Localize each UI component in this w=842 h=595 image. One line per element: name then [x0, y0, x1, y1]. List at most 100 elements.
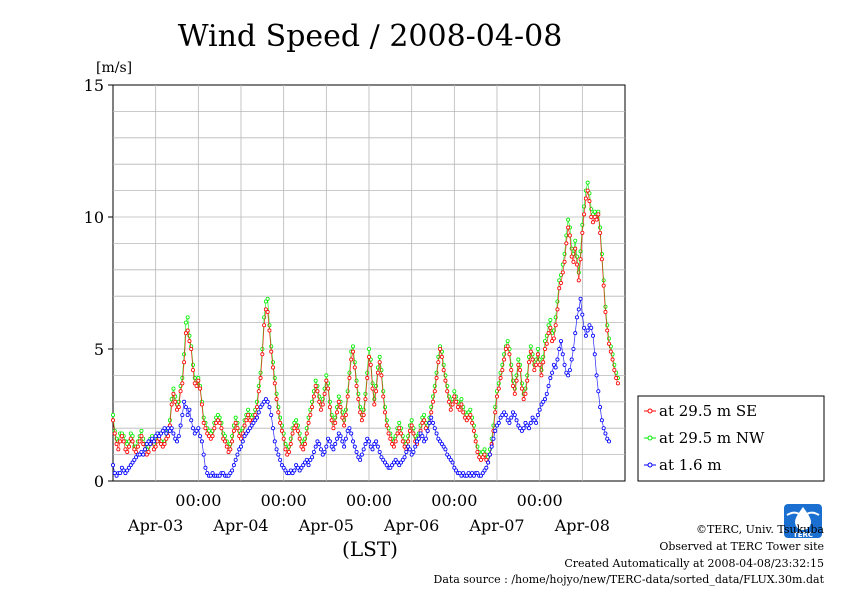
data-point — [601, 283, 606, 288]
data-point — [402, 455, 407, 460]
data-point — [134, 455, 139, 460]
data-point — [384, 423, 389, 428]
data-point — [196, 426, 201, 431]
data-point — [605, 436, 610, 441]
data-point — [358, 457, 363, 462]
data-point — [183, 320, 188, 325]
data-point — [548, 376, 553, 381]
data-point — [333, 442, 338, 447]
data-point — [567, 233, 572, 238]
data-point — [238, 436, 243, 441]
x-day-label: Apr-07 — [468, 516, 524, 535]
data-point — [276, 410, 281, 415]
data-point — [288, 442, 293, 447]
data-point — [375, 444, 380, 449]
data-point — [354, 378, 359, 383]
data-point — [182, 399, 187, 404]
data-point — [176, 405, 181, 410]
data-point — [226, 473, 231, 478]
data-point — [509, 415, 514, 420]
data-point — [350, 349, 355, 354]
data-point — [336, 394, 341, 399]
data-point — [153, 444, 158, 449]
data-point — [539, 373, 544, 378]
data-point — [222, 434, 227, 439]
data-point — [374, 439, 379, 444]
data-point — [297, 468, 302, 473]
data-point — [324, 373, 329, 378]
data-point — [297, 436, 302, 441]
data-point — [439, 442, 444, 447]
data-point — [612, 368, 617, 373]
data-point — [528, 344, 533, 349]
data-point — [347, 426, 352, 431]
data-point — [576, 307, 581, 312]
data-point — [494, 423, 499, 428]
data-point — [480, 449, 485, 454]
data-point — [205, 431, 210, 436]
data-point — [365, 436, 370, 441]
data-point — [318, 407, 323, 412]
data-point — [438, 439, 443, 444]
y-axis-label: [m/s] — [96, 60, 132, 76]
legend-marker — [647, 462, 653, 468]
data-point — [575, 315, 580, 320]
data-point — [174, 439, 179, 444]
data-point — [128, 436, 133, 441]
data-point — [231, 428, 236, 433]
data-point — [541, 399, 546, 404]
data-point — [591, 220, 596, 225]
data-point — [240, 439, 245, 444]
data-point — [379, 373, 384, 378]
data-point — [468, 407, 473, 412]
data-point — [571, 346, 576, 351]
data-point — [242, 423, 247, 428]
data-point — [338, 434, 343, 439]
data-point — [358, 410, 363, 415]
data-point — [576, 278, 581, 283]
data-point — [178, 389, 183, 394]
data-point — [432, 389, 437, 394]
data-point — [359, 452, 364, 457]
data-point — [185, 412, 190, 417]
data-point — [162, 426, 167, 431]
data-point — [176, 434, 181, 439]
data-point — [141, 442, 146, 447]
data-point — [491, 423, 496, 428]
data-point — [395, 431, 400, 436]
data-point — [132, 457, 137, 462]
data-point — [505, 339, 510, 344]
data-point — [283, 447, 288, 452]
data-point — [580, 230, 585, 235]
data-point — [605, 323, 610, 328]
data-point — [443, 447, 448, 452]
data-point — [121, 439, 126, 444]
data-point — [578, 257, 583, 262]
data-point — [361, 412, 366, 417]
data-point — [516, 357, 521, 362]
data-point — [310, 455, 315, 460]
data-point — [125, 468, 130, 473]
data-point — [573, 238, 578, 243]
data-point — [601, 426, 606, 431]
data-point — [217, 415, 222, 420]
data-point — [439, 354, 444, 359]
data-point — [272, 381, 277, 386]
data-point — [233, 457, 238, 462]
data-point — [546, 331, 551, 336]
data-point — [192, 381, 197, 386]
data-point — [599, 257, 604, 262]
data-point — [445, 389, 450, 394]
data-point — [372, 442, 377, 447]
data-point — [587, 199, 592, 204]
data-point — [411, 449, 416, 454]
data-point — [130, 460, 135, 465]
data-point — [217, 420, 222, 425]
data-point — [521, 397, 526, 402]
data-point — [173, 436, 178, 441]
data-point — [190, 426, 195, 431]
data-point — [274, 391, 279, 396]
data-point — [390, 442, 395, 447]
data-point — [471, 473, 476, 478]
